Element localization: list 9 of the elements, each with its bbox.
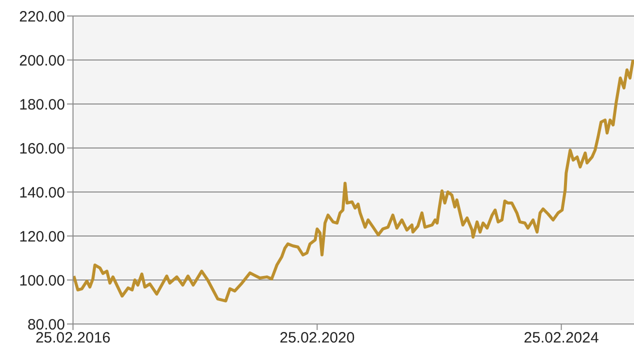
y-tick-label: 100.00 xyxy=(19,272,65,290)
y-tick-label: 160.00 xyxy=(19,140,65,158)
y-tick-label: 200.00 xyxy=(19,52,65,70)
y-tick-label: 220.00 xyxy=(19,8,65,26)
y-tick-label: 140.00 xyxy=(19,184,65,202)
x-tick-label: 25.02.2024 xyxy=(524,330,599,347)
x-tick-label: 25.02.2020 xyxy=(280,330,355,347)
y-tick-label: 180.00 xyxy=(19,96,65,114)
y-tick-label: 120.00 xyxy=(19,228,65,246)
